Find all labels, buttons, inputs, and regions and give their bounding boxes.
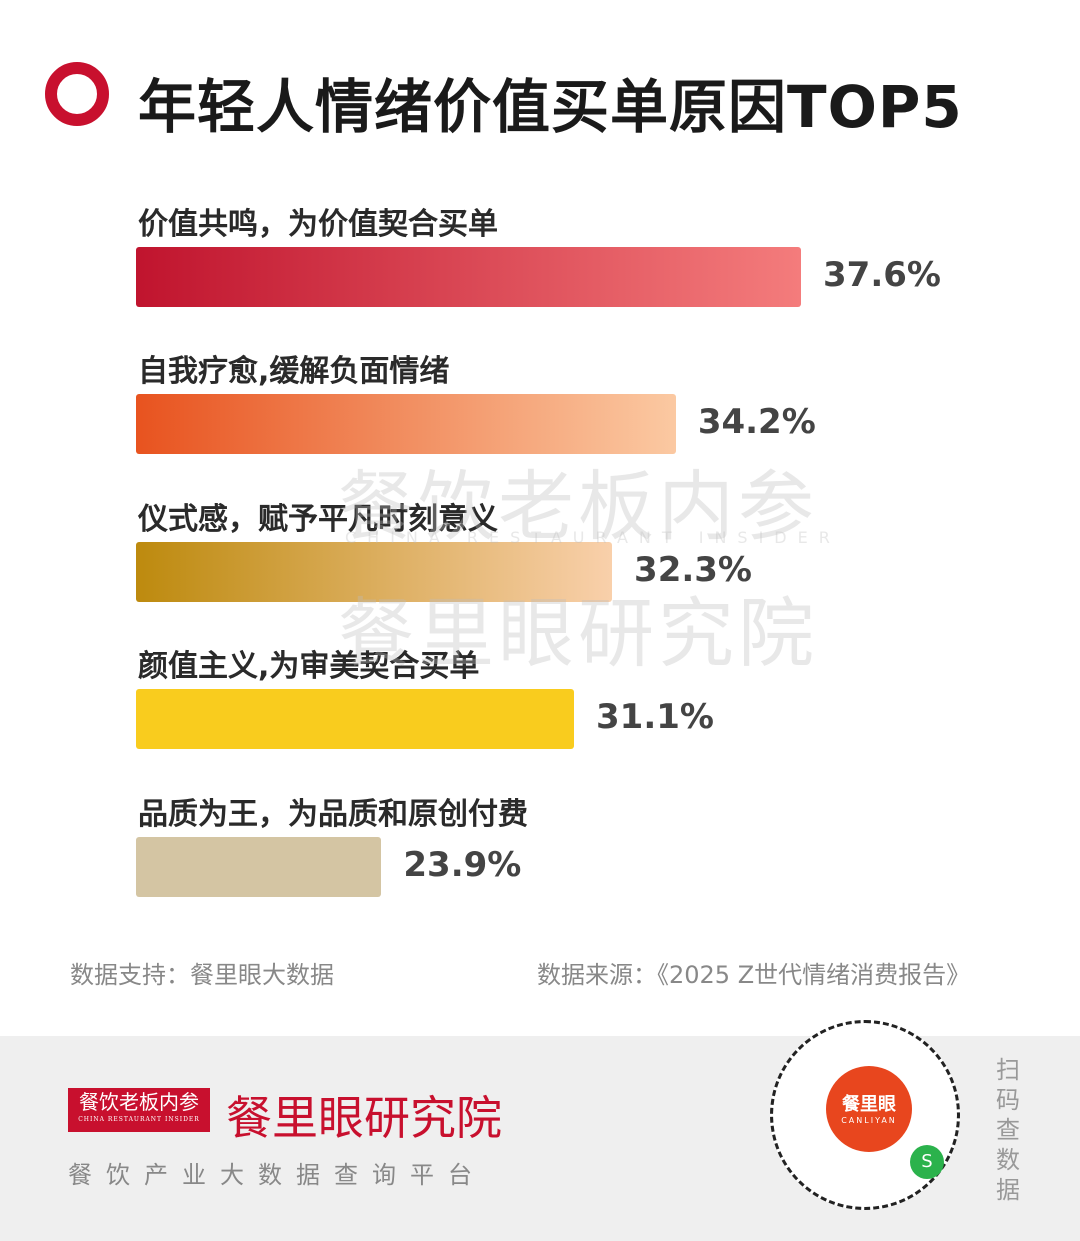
brand-name: 餐里眼研究院 [226,1091,502,1145]
category-label: 价值共鸣，为价值契合买单 [138,207,498,242]
qr-center-text: 餐里眼 [842,1094,896,1115]
category-label: 品质为王，为品质和原创付费 [138,797,528,832]
value-label: 34.2% [697,402,816,442]
data-support-note: 数据支持：餐里眼大数据 [70,961,334,989]
category-label: 自我疗愈,缓解负面情绪 [138,354,450,389]
page-title: 年轻人情绪价值买单原因TOP5 [138,73,963,141]
category-label: 仪式感，赋予平凡时刻意义 [138,502,498,537]
qr-center-logo: 餐里眼 CANLIYAN [826,1066,912,1152]
value-label: 31.1% [596,697,714,737]
data-source-note: 数据来源：《2025 Z世代情绪消费报告》 [537,961,971,989]
qr-center-sub: CANLIYAN [841,1116,897,1125]
bar [136,394,676,454]
bar [136,542,613,602]
value-label: 23.9% [403,845,522,885]
mini-program-icon: S [910,1145,944,1179]
scan-text: 扫码查数据 [996,1056,1020,1204]
logo-text: 餐饮老板内参 [79,1090,199,1114]
slogan: 餐饮产业大数据查询平台 [68,1161,486,1189]
bar [136,247,801,307]
infographic: 年轻人情绪价值买单原因TOP5 价值共鸣，为价值契合买单 37.6% 自我疗愈,缓解… [45,62,971,989]
bar [136,689,574,749]
category-label: 颜值主义,为审美契合买单 [138,649,480,684]
logo: 餐饮老板内参 CHINA RESTAURANT INSIDER [68,1088,210,1132]
bar [136,837,382,897]
value-label: 32.3% [634,550,753,590]
logo-sub: CHINA RESTAURANT INSIDER [78,1116,200,1123]
title-ring-icon [45,62,109,126]
value-label: 37.6% [823,255,941,295]
